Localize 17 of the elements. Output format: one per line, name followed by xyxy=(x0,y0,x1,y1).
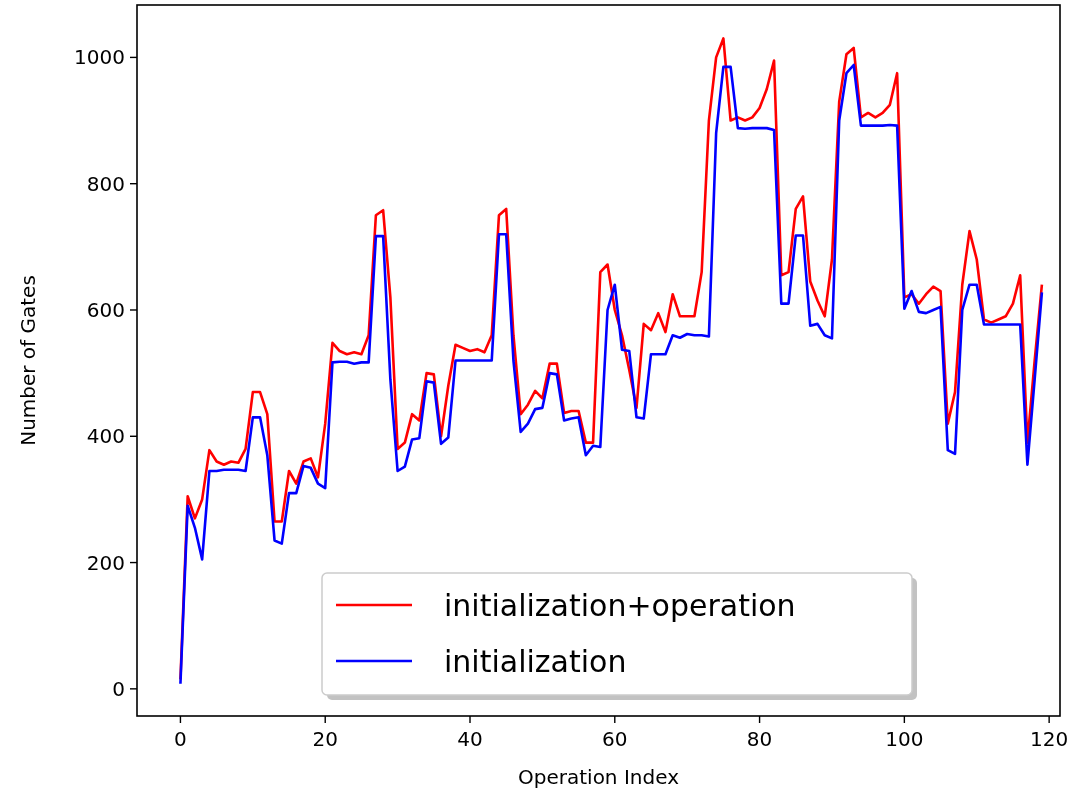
y-tick-label: 1000 xyxy=(74,45,125,70)
y-tick-label: 800 xyxy=(86,171,125,196)
x-tick-label: 120 xyxy=(1030,727,1069,751)
legend-label: initialization+operation xyxy=(444,587,796,623)
y-tick-label: 600 xyxy=(86,297,125,322)
y-axis-title: Number of Gates xyxy=(16,275,40,446)
x-tick-label: 20 xyxy=(312,727,338,751)
x-axis-title: Operation Index xyxy=(518,765,680,789)
x-tick-label: 40 xyxy=(457,727,483,751)
x-tick-label: 100 xyxy=(885,727,924,751)
x-tick-label: 60 xyxy=(602,727,628,751)
y-tick-label: 0 xyxy=(112,676,125,701)
legend-label: initialization xyxy=(444,643,627,679)
x-tick-label: 0 xyxy=(174,727,187,751)
y-tick-label: 400 xyxy=(86,424,125,449)
y-tick-label: 200 xyxy=(86,550,125,575)
x-tick-label: 80 xyxy=(746,727,773,751)
